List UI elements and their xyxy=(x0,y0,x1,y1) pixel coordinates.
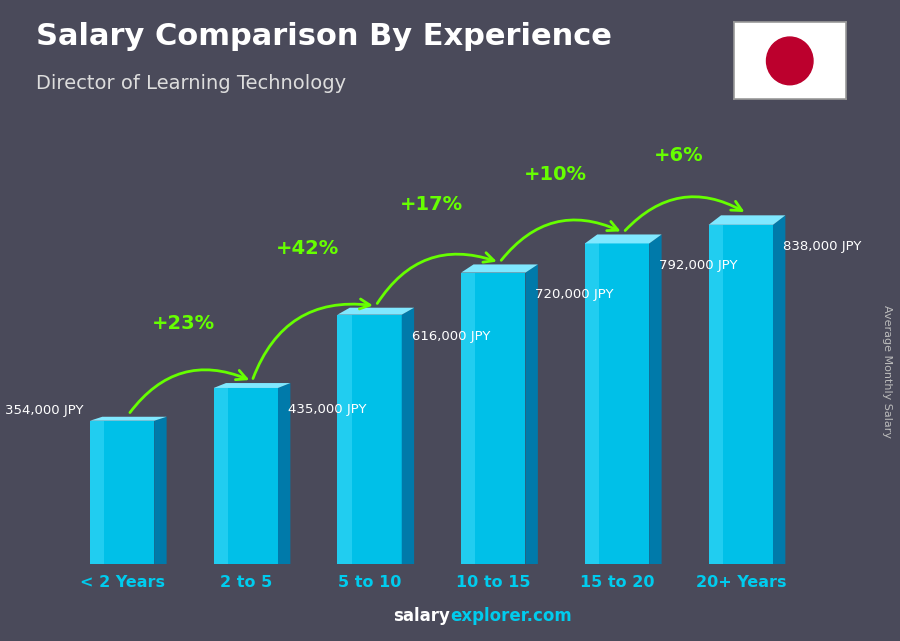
Text: Salary Comparison By Experience: Salary Comparison By Experience xyxy=(36,22,612,51)
Polygon shape xyxy=(338,315,401,564)
Polygon shape xyxy=(90,420,104,564)
Polygon shape xyxy=(278,383,291,564)
Text: +23%: +23% xyxy=(152,314,215,333)
Polygon shape xyxy=(461,265,538,272)
Text: 720,000 JPY: 720,000 JPY xyxy=(536,288,614,301)
Polygon shape xyxy=(708,225,723,564)
Text: explorer.com: explorer.com xyxy=(450,607,572,625)
Polygon shape xyxy=(708,225,773,564)
Text: +10%: +10% xyxy=(524,165,587,185)
Text: 838,000 JPY: 838,000 JPY xyxy=(783,240,861,253)
Polygon shape xyxy=(585,244,599,564)
Text: +6%: +6% xyxy=(654,146,704,165)
Polygon shape xyxy=(461,272,526,564)
Polygon shape xyxy=(708,215,786,225)
Polygon shape xyxy=(401,308,414,564)
Polygon shape xyxy=(90,420,154,564)
Polygon shape xyxy=(213,388,278,564)
Text: 792,000 JPY: 792,000 JPY xyxy=(659,259,738,272)
Text: +42%: +42% xyxy=(276,238,339,258)
Polygon shape xyxy=(90,417,166,420)
Text: 354,000 JPY: 354,000 JPY xyxy=(5,404,84,417)
Polygon shape xyxy=(585,235,662,244)
Text: Average Monthly Salary: Average Monthly Salary xyxy=(881,305,892,438)
Polygon shape xyxy=(213,388,228,564)
Text: +17%: +17% xyxy=(400,196,463,215)
Circle shape xyxy=(767,37,813,85)
Text: 616,000 JPY: 616,000 JPY xyxy=(411,330,490,343)
Text: Director of Learning Technology: Director of Learning Technology xyxy=(36,74,346,93)
Polygon shape xyxy=(526,265,538,564)
Text: 435,000 JPY: 435,000 JPY xyxy=(288,403,366,417)
Polygon shape xyxy=(461,272,475,564)
Polygon shape xyxy=(649,235,662,564)
Polygon shape xyxy=(585,244,649,564)
Polygon shape xyxy=(338,315,352,564)
Polygon shape xyxy=(773,215,786,564)
Polygon shape xyxy=(338,308,414,315)
Polygon shape xyxy=(154,417,166,564)
Polygon shape xyxy=(213,383,291,388)
Text: salary: salary xyxy=(393,607,450,625)
